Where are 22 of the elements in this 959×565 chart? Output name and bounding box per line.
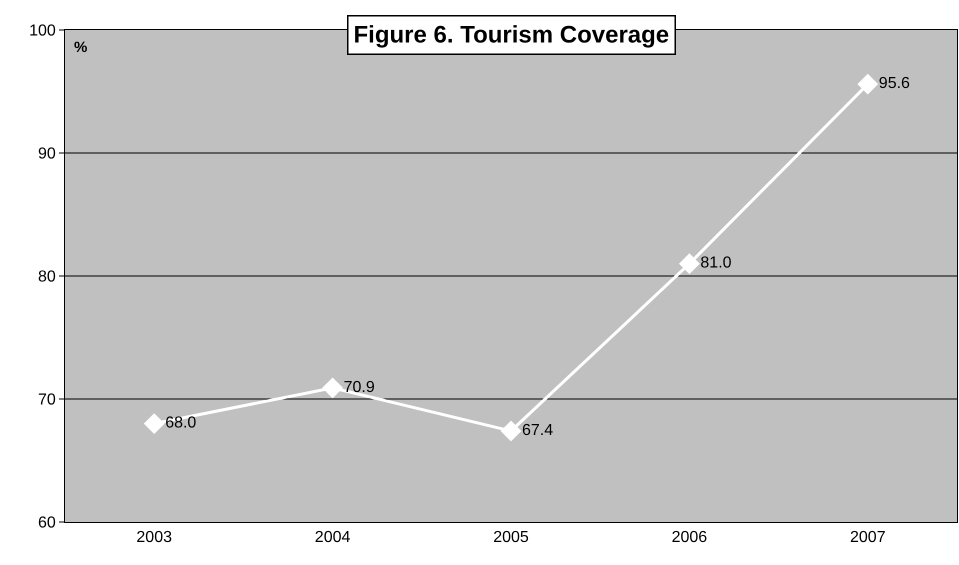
x-tick-label: 2006 bbox=[672, 529, 708, 546]
data-label: 70.9 bbox=[344, 378, 375, 396]
data-label: 67.4 bbox=[522, 422, 554, 439]
point bbox=[679, 253, 700, 274]
chart-title: Figure 6. Tourism Coverage bbox=[354, 22, 670, 48]
y-tick-label: 90 bbox=[38, 146, 56, 163]
x-tick-label: 2003 bbox=[136, 529, 172, 546]
y-tick-label: 100 bbox=[29, 22, 56, 40]
y-axis-title: % bbox=[74, 39, 88, 56]
data-label: 81.0 bbox=[700, 254, 732, 272]
y-tick-label: 70 bbox=[38, 392, 56, 409]
x-tick-label: 2005 bbox=[493, 529, 529, 546]
x-tick-label: 2007 bbox=[850, 529, 886, 546]
point bbox=[857, 74, 878, 95]
x-tick-label: 2004 bbox=[314, 529, 350, 546]
y-tick-label: 80 bbox=[38, 268, 56, 286]
y-tick-label: 60 bbox=[38, 514, 56, 532]
data-label: 95.6 bbox=[878, 75, 910, 92]
point bbox=[500, 420, 522, 442]
point bbox=[322, 378, 343, 398]
data-label: 68.0 bbox=[165, 414, 196, 432]
point bbox=[144, 413, 165, 434]
